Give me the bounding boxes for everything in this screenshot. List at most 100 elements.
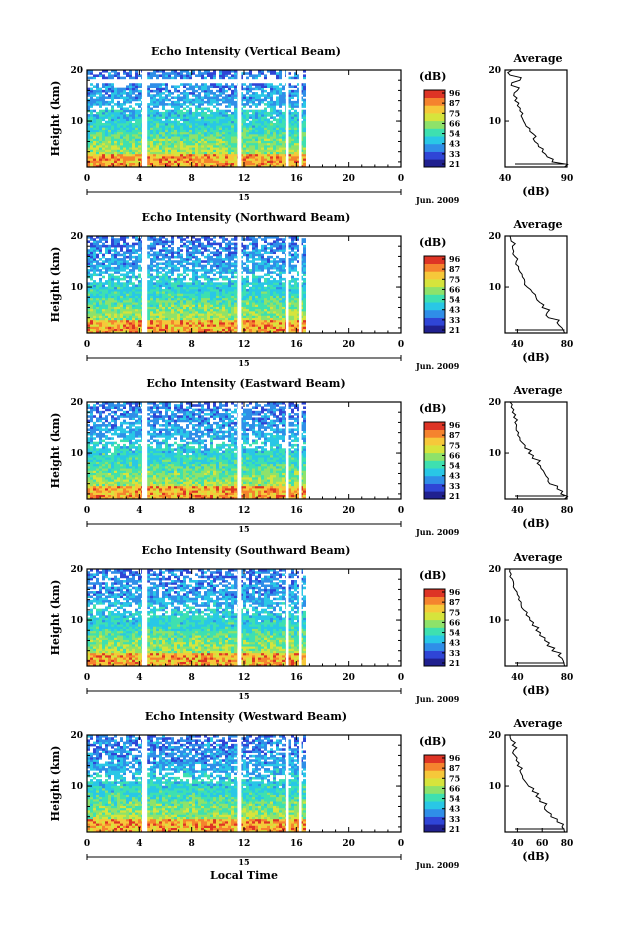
x-tick-label: 16 [290,673,303,683]
average-y-tick-label: 10 [488,283,501,293]
colorbar-segment [424,604,445,613]
colorbar-segment [424,808,445,817]
data-gap [237,569,242,666]
y-axis-label: Height (km) [49,413,62,489]
colorbar-segment [424,635,445,644]
average-frame [504,69,568,168]
x-tick-label: 12 [238,506,251,516]
colorbar-tick-label: 21 [449,325,460,335]
colorbar-frame [423,754,446,833]
y-axis-label: Height (km) [49,580,62,656]
colorbar-segment [424,619,445,628]
colorbar-unit: (dB) [419,236,446,249]
colorbar-segment [424,437,445,446]
data-gap [141,569,148,666]
colorbar-tick-label: 75 [449,274,460,284]
x-tick-label: 0 [84,839,90,849]
colorbar-segment [424,325,445,334]
y-axis-label: Height (km) [49,247,62,323]
average-x-tick-label: 60 [536,839,549,849]
colorbar-tick-label: 96 [449,587,461,597]
colorbar-segment [424,279,445,288]
data-gap [285,735,289,832]
month-year-label: Jun. 2009 [415,195,460,205]
x-tick-label: 0 [398,174,404,184]
colorbar-segment [424,452,445,461]
date-day-label: 15 [238,358,249,368]
colorbar-segment [424,317,445,326]
heatmap-field [87,735,306,833]
average-title: Average [512,218,562,231]
panel-title: Echo Intensity (Vertical Beam) [151,45,341,58]
average-x-tick-label: 80 [561,673,574,683]
x-tick-label: 8 [189,506,195,516]
colorbar-tick-label: 33 [449,648,461,658]
x-tick-label: 0 [84,340,90,350]
y-tick-label: 10 [70,117,83,127]
x-tick-label: 0 [398,506,404,516]
average-x-tick-label: 40 [511,340,524,350]
x-tick-label: 0 [84,506,90,516]
colorbar-tick-label: 87 [449,597,460,607]
colorbar-tick-label: 75 [449,440,460,450]
x-tick-label: 0 [398,673,404,683]
data-gap [141,735,148,832]
month-year-label: Jun. 2009 [415,860,460,870]
panel-2: Echo Intensity (Northward Beam) 10 20 Heigh… [49,211,573,371]
x-tick-label: 0 [84,673,90,683]
colorbar-segment [424,642,445,651]
colorbar-segment [424,143,445,152]
y-tick-label: 20 [70,398,83,408]
colorbar-segment [424,429,445,438]
average-x-label: (dB) [522,351,549,364]
y-axis-label: Height (km) [49,746,62,822]
average-x-tick-label: 40 [511,506,524,516]
colorbar-tick-label: 54 [449,461,461,471]
colorbar-frame [423,421,446,500]
colorbar-tick-label: 66 [449,284,461,294]
colorbar-segment [424,422,445,430]
colorbar-tick-label: 87 [449,430,460,440]
average-title: Average [512,384,562,397]
y-tick-label: 20 [70,565,83,575]
month-year-label: Jun. 2009 [415,694,460,704]
colorbar-segment [424,627,445,636]
x-tick-label: 8 [189,340,195,350]
colorbar-segment [424,785,445,794]
average-x-tick-label: 80 [561,506,574,516]
colorbar-segment [424,256,445,264]
x-tick-label: 20 [342,839,355,849]
data-gap [285,236,289,333]
x-tick-label: 8 [189,174,195,184]
y-tick-label: 10 [70,616,83,626]
colorbar-segment [424,778,445,787]
average-x-label: (dB) [522,517,549,530]
colorbar-tick-label: 21 [449,824,460,834]
x-tick-label: 0 [398,839,404,849]
colorbar-segment [424,460,445,469]
average-y-tick-label: 10 [488,616,501,626]
colorbar-segment [424,816,445,825]
colorbar-tick-label: 54 [449,628,461,638]
average-title: Average [512,52,562,65]
colorbar-segment [424,755,445,763]
panel-4: Echo Intensity (Southward Beam) 10 20 Heigh… [49,544,573,704]
colorbar-segment [424,658,445,667]
colorbar-tick-label: 43 [449,305,461,315]
colorbar-segment [424,770,445,779]
y-tick-label: 10 [70,283,83,293]
average-y-tick-label: 20 [488,66,501,76]
colorbar-tick-label: 21 [449,159,460,169]
average-profile-line [509,568,565,667]
heatmap-field [87,236,306,334]
colorbar-tick-label: 87 [449,763,460,773]
average-profile-line [509,401,569,500]
average-title: Average [512,551,562,564]
average-y-tick-label: 20 [488,232,501,242]
colorbar-tick-label: 33 [449,149,461,159]
colorbar-segment [424,105,445,114]
colorbar-segment [424,128,445,137]
panel-5: Echo Intensity (Westward Beam) 10 20 Height… [49,710,573,870]
average-frame [504,568,568,667]
average-y-tick-label: 20 [488,731,501,741]
